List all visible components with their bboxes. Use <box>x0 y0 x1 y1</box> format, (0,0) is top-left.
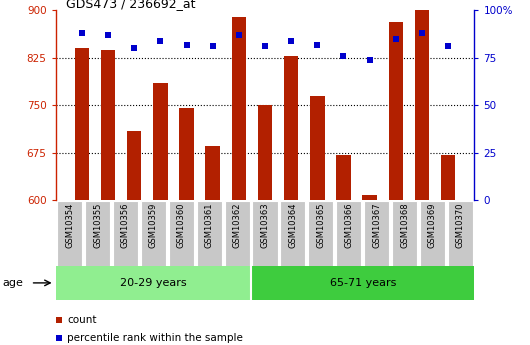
FancyBboxPatch shape <box>197 201 222 269</box>
Point <box>77 30 86 36</box>
Text: GSM10370: GSM10370 <box>456 203 465 248</box>
Bar <box>284 56 298 200</box>
Point <box>208 44 217 49</box>
Point <box>418 30 426 36</box>
Text: GSM10361: GSM10361 <box>205 203 214 248</box>
Text: 20-29 years: 20-29 years <box>120 278 187 288</box>
Bar <box>206 146 220 200</box>
FancyBboxPatch shape <box>308 201 333 269</box>
Text: GSM10363: GSM10363 <box>261 203 269 248</box>
Text: GSM10367: GSM10367 <box>372 203 381 248</box>
Bar <box>441 155 455 200</box>
Text: GSM10362: GSM10362 <box>233 203 242 248</box>
FancyBboxPatch shape <box>420 201 445 269</box>
Text: GSM10359: GSM10359 <box>149 203 158 248</box>
Text: GSM10360: GSM10360 <box>177 203 186 248</box>
Bar <box>258 105 272 200</box>
Text: age: age <box>3 278 23 288</box>
Bar <box>56 266 251 300</box>
Point <box>235 32 243 38</box>
FancyBboxPatch shape <box>225 201 250 269</box>
Bar <box>232 17 246 200</box>
Bar <box>101 50 115 200</box>
Point <box>313 42 322 47</box>
Text: GSM10355: GSM10355 <box>93 203 102 248</box>
Bar <box>415 0 429 200</box>
Point <box>287 38 295 43</box>
Text: GSM10365: GSM10365 <box>316 203 325 248</box>
FancyBboxPatch shape <box>57 201 82 269</box>
FancyBboxPatch shape <box>448 201 473 269</box>
Bar <box>310 96 324 200</box>
FancyBboxPatch shape <box>141 201 166 269</box>
FancyBboxPatch shape <box>364 201 389 269</box>
Text: GSM10354: GSM10354 <box>65 203 74 248</box>
Point <box>392 36 400 42</box>
Point <box>104 32 112 38</box>
Text: GSM10368: GSM10368 <box>400 203 409 248</box>
Bar <box>179 108 193 200</box>
FancyBboxPatch shape <box>252 201 278 269</box>
FancyBboxPatch shape <box>336 201 361 269</box>
Text: count: count <box>67 315 96 325</box>
Bar <box>337 155 351 200</box>
Point <box>130 46 138 51</box>
Text: GDS473 / 236692_at: GDS473 / 236692_at <box>66 0 196 10</box>
Point <box>365 57 374 62</box>
Point <box>339 53 348 59</box>
Bar <box>251 266 474 300</box>
Bar <box>75 48 89 200</box>
Text: GSM10366: GSM10366 <box>344 203 353 248</box>
Text: GSM10364: GSM10364 <box>288 203 297 248</box>
Text: GSM10356: GSM10356 <box>121 203 130 248</box>
FancyBboxPatch shape <box>113 201 138 269</box>
FancyBboxPatch shape <box>85 201 110 269</box>
Point <box>444 44 453 49</box>
Point <box>156 38 165 43</box>
FancyBboxPatch shape <box>169 201 194 269</box>
Point <box>261 44 269 49</box>
Bar <box>363 195 377 200</box>
FancyBboxPatch shape <box>280 201 305 269</box>
Bar <box>388 22 403 200</box>
Bar <box>127 130 142 200</box>
Text: 65-71 years: 65-71 years <box>330 278 396 288</box>
Bar <box>153 83 167 200</box>
FancyBboxPatch shape <box>392 201 417 269</box>
Text: percentile rank within the sample: percentile rank within the sample <box>67 333 243 343</box>
Text: GSM10369: GSM10369 <box>428 203 437 248</box>
Point <box>182 42 191 47</box>
